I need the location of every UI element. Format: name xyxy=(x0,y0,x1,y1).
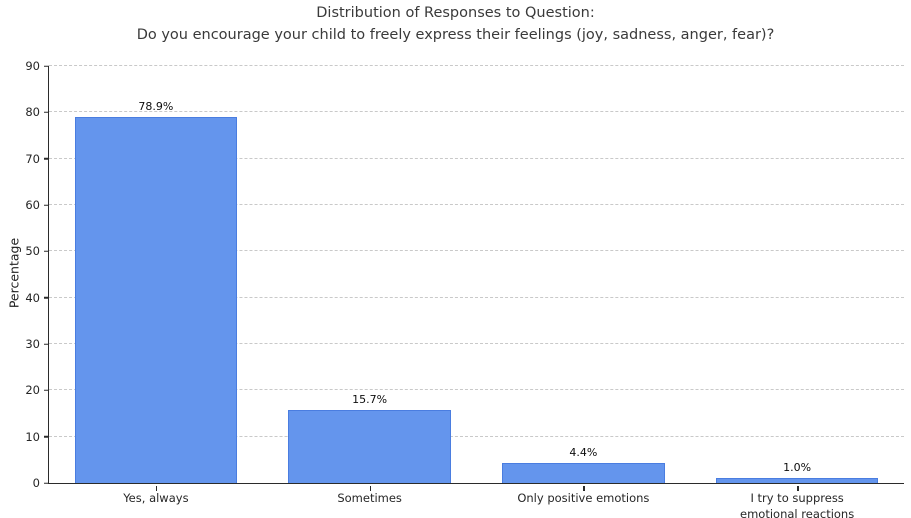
bar-sometimes: 15.7% xyxy=(288,393,451,483)
y-tick-mark xyxy=(44,65,49,67)
x-tick-label-sometimes: Sometimes xyxy=(263,491,477,518)
gridline xyxy=(49,435,904,437)
y-tick-mark xyxy=(44,111,49,114)
x-tick-label-text: Yes, always xyxy=(123,491,189,505)
bar-value-label: 1.0% xyxy=(783,461,812,475)
plot-area: 78.9% 15.7% 4.4% 1.0% Yes, always Sometimes O… xyxy=(25,59,904,518)
gridline xyxy=(49,296,904,298)
x-tick-label-text: Only positive emotions xyxy=(517,491,650,505)
bar-i-try-to-suppress-emotional-reactions: 1.0% xyxy=(715,461,879,483)
y-tick-label: 50 xyxy=(25,244,40,259)
gridline xyxy=(49,389,904,391)
x-tick-mark xyxy=(155,485,158,491)
bar-slot-sometimes: 15.7% xyxy=(263,66,477,491)
bar-value-label: 4.4% xyxy=(569,445,598,459)
x-tick-label-text: I try to suppress emotional reactions xyxy=(740,491,855,518)
bar-only-positive-emotions: 4.4% xyxy=(502,446,665,483)
x-axis-labels: Yes, always Sometimes Only positive emotio… xyxy=(49,483,904,518)
bar-yes-always: 78.9% xyxy=(74,100,238,483)
bars: 78.9% 15.7% 4.4% 1.0% xyxy=(49,66,904,491)
gridline xyxy=(49,204,904,206)
y-tick-mark xyxy=(44,435,49,438)
y-tick-label: 70 xyxy=(25,151,40,166)
y-tick-label: 90 xyxy=(25,59,40,73)
bar-slot-only-positive-emotions: 4.4% xyxy=(477,66,691,491)
gridline xyxy=(49,343,904,345)
y-tick-label: 10 xyxy=(25,429,40,444)
y-tick-mark xyxy=(44,157,49,160)
y-axis-label: Percentage xyxy=(6,237,22,309)
chart-title-line-2: Do you encourage your child to freely ex… xyxy=(136,26,775,43)
y-tick-label: 0 xyxy=(32,476,40,490)
gridline xyxy=(49,157,904,159)
chart-title: Distribution of Responses to Question: D… xyxy=(0,3,911,47)
bar-slot-i-try-to-suppress-emotional-reactions: 1.0% xyxy=(690,66,904,491)
x-tick-label-text: Sometimes xyxy=(337,491,402,505)
x-tick-mark xyxy=(369,485,372,491)
bar-slot-yes-always: 78.9% xyxy=(49,66,263,491)
y-tick-mark xyxy=(44,389,49,392)
gridlines xyxy=(49,65,904,483)
y-tick-label: 30 xyxy=(25,337,40,352)
y-tick-label: 20 xyxy=(25,383,40,398)
x-tick-label-yes-always: Yes, always xyxy=(49,491,263,518)
x-tick-label-i-try-to-suppress-emotional-reactions: I try to suppress emotional reactions xyxy=(690,491,904,518)
y-tick-mark xyxy=(44,204,49,206)
x-tick-mark xyxy=(797,485,799,491)
y-tick-label: 60 xyxy=(25,198,40,213)
bar-value-label: 15.7% xyxy=(352,393,388,407)
x-tick-mark xyxy=(583,485,585,491)
y-tick-mark xyxy=(44,343,49,345)
gridline xyxy=(49,65,904,66)
gridline xyxy=(49,250,904,252)
y-tick-mark xyxy=(44,296,49,299)
bar-value-label: 78.9% xyxy=(138,100,174,114)
y-tick-label: 80 xyxy=(25,105,40,120)
y-tick-mark xyxy=(44,250,49,253)
y-tick-label: 40 xyxy=(25,290,40,305)
chart-title-line-1: Distribution of Responses to Question: xyxy=(316,5,595,21)
gridline xyxy=(49,111,904,113)
y-tick-mark xyxy=(44,482,49,484)
x-tick-label-only-positive-emotions: Only positive emotions xyxy=(477,491,691,518)
